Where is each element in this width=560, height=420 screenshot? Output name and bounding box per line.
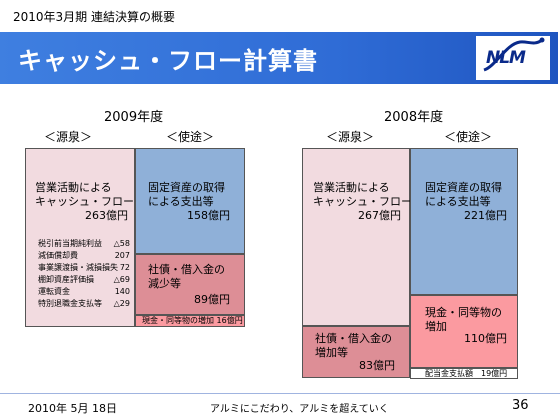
capex-label: 固定資産の取得 <box>148 181 225 194</box>
debt-box-2009: 社債・借入金の 減少等 89億円 <box>135 254 245 315</box>
debt-label: 社債・借入金の <box>148 263 225 276</box>
breakdown-value: 140 <box>114 287 130 296</box>
cash-increase-box-2009: 現金・同等物の増加 16億円 <box>135 315 245 327</box>
cash-increase-label: 増加 <box>425 320 447 333</box>
company-logo: NLM <box>476 36 550 80</box>
capex-box-2008: 固定資産の取得 による支出等 221億円 <box>410 148 518 295</box>
capex-value: 158億円 <box>187 209 230 222</box>
cash-increase-box-2008: 現金・同等物の 増加 110億円 <box>410 295 518 368</box>
breakdown-label: 棚卸資産評価損 <box>38 275 94 284</box>
breakdown-value: △29 <box>113 299 130 308</box>
page-number: 36 <box>512 398 529 413</box>
footer-slogan: アルミにこだわり、アルミを超えていく <box>210 404 389 415</box>
breakdown-label: 事業譲渡損・減損損失 <box>38 263 118 272</box>
breakdown-label: 特別退職金支払等 <box>38 299 102 308</box>
breakdown-value: △69 <box>113 275 130 284</box>
breakdown-value: 207 <box>114 251 130 260</box>
footer-date: 2010年 5月 18日 <box>28 402 117 415</box>
logo-text: NLM <box>486 48 526 68</box>
debt-value: 89億円 <box>194 293 230 306</box>
capex-label: 固定資産の取得 <box>425 181 502 194</box>
capex-box-2009: 固定資産の取得 による支出等 158億円 <box>135 148 245 254</box>
breakdown-label: 減価償却費 <box>38 251 78 260</box>
dividend-box-2008: 配当金支払額 19億円 <box>410 368 518 379</box>
capex-value: 221億円 <box>464 209 507 222</box>
slide-subtitle: 2010年3月期 連結決算の概要 <box>13 10 175 24</box>
operating-cf-label: キャッシュ・フロー <box>35 195 134 208</box>
footer-divider <box>0 393 560 394</box>
operating-cf-label: 営業活動による <box>313 181 390 194</box>
debt-label: 減少等 <box>148 277 181 290</box>
capex-label: による支出等 <box>425 195 491 208</box>
operating-cf-box-2008: 営業活動による キャッシュ・フロー 267億円 <box>302 148 412 326</box>
debt-label: 増加等 <box>315 346 348 359</box>
debt-value: 83億円 <box>359 359 395 372</box>
logo-swoosh-icon <box>483 37 545 72</box>
year-label-2009: 2009年度 <box>104 110 164 125</box>
debt-box-2008: 社債・借入金の 増加等 83億円 <box>302 326 410 378</box>
use-label-2009: ＜使途＞ <box>166 130 215 144</box>
slide-title: キャッシュ・フロー計算書 <box>18 47 318 75</box>
title-bar: キャッシュ・フロー計算書 NLM <box>0 32 558 84</box>
year-label-2008: 2008年度 <box>384 110 444 125</box>
cash-increase-value: 110億円 <box>464 332 507 345</box>
breakdown-label: 税引前当期純利益 <box>38 239 102 248</box>
breakdown-label: 運転資金 <box>38 287 70 296</box>
operating-cf-label: 営業活動による <box>35 181 112 194</box>
operating-cf-value: 267億円 <box>358 209 401 222</box>
dividend-label: 配当金支払額 19億円 <box>425 369 508 378</box>
cash-increase-label: 現金・同等物の増加 16億円 <box>142 316 243 325</box>
operating-cf-value: 263億円 <box>85 209 128 222</box>
cash-increase-label: 現金・同等物の <box>425 306 502 319</box>
operating-cf-box-2009: 営業活動による キャッシュ・フロー 263億円 税引前当期純利益 △58 減価償… <box>25 148 135 327</box>
operating-cf-label: キャッシュ・フロー <box>313 195 412 208</box>
use-label-2008: ＜使途＞ <box>444 130 493 144</box>
debt-label: 社債・借入金の <box>315 332 392 345</box>
breakdown-value: 72 <box>119 263 130 272</box>
source-label-2008: ＜源泉＞ <box>326 130 375 144</box>
breakdown-value: △58 <box>113 239 130 248</box>
source-label-2009: ＜源泉＞ <box>44 130 93 144</box>
capex-label: による支出等 <box>148 195 214 208</box>
